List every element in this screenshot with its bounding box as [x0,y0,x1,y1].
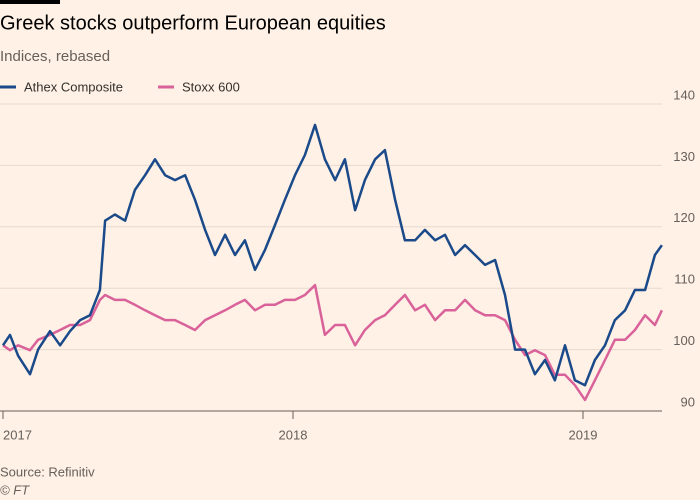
x-tick-label: 2018 [279,427,308,442]
legend-label: Stoxx 600 [182,79,240,94]
y-tick-label: 100 [673,333,695,348]
source: Source: Refinitiv [0,464,95,479]
x-tick-label: 2017 [3,427,32,442]
x-tick-label: 2019 [569,427,598,442]
y-tick-label: 140 [673,87,695,102]
legend-label: Athex Composite [24,79,123,94]
chart-subtitle: Indices, rebased [0,48,110,65]
ft-bar [0,0,60,4]
y-tick-label: 90 [681,394,695,409]
series-line [2,283,664,402]
credit: © FT [0,482,30,497]
y-tick-label: 110 [674,272,695,287]
y-tick-label: 130 [673,149,695,164]
series-line [1,123,663,387]
chart-title: Greek stocks outperform European equitie… [0,12,386,34]
y-tick-label: 120 [673,210,695,225]
